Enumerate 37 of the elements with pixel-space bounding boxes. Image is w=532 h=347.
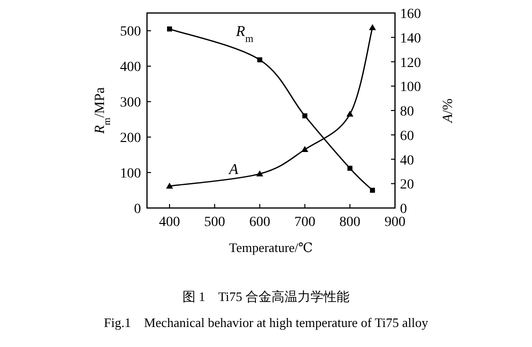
y-tick-label: 100	[120, 166, 141, 182]
y2-tick-label: 20	[400, 178, 414, 193]
point	[256, 170, 264, 176]
y2-tick-label: 60	[400, 128, 414, 144]
x-tick-label: 700	[294, 215, 316, 230]
point	[302, 113, 308, 118]
x-tick-label: 900	[384, 215, 406, 230]
point	[257, 57, 262, 62]
caption: 图 1 Ti75 合金高温力学性能	[182, 289, 350, 304]
y-tick-label: 200	[120, 131, 141, 146]
y2-axis-title: A/%	[441, 98, 456, 124]
point	[368, 24, 376, 30]
caption: Fig.1 Mechanical behavior at high temperature of Ti75 alloy	[104, 315, 429, 330]
x-axis-title: Temperature/℃	[229, 240, 313, 255]
series-label: R$_{m}$	[235, 24, 254, 44]
y-tick-label: 0	[134, 202, 141, 217]
y2-tick-label: 80	[400, 104, 414, 120]
point	[347, 166, 352, 171]
point	[370, 188, 375, 193]
y2-tick-label: 100	[400, 80, 421, 96]
y2-tick-label: 40	[400, 153, 414, 168]
y2-tick-label: 160	[400, 7, 421, 22]
y-tick-label: 400	[120, 60, 141, 76]
x-tick-label: 400	[159, 215, 180, 230]
y-tick-label: 500	[120, 24, 141, 40]
point	[346, 110, 354, 117]
y2-tick-label: 0	[400, 202, 407, 217]
x-tick-label: 600	[249, 215, 270, 230]
point	[301, 146, 308, 152]
y-tick-label: 300	[120, 96, 141, 111]
series-label: A	[228, 162, 240, 178]
point	[166, 182, 174, 189]
x-tick-label: 800	[339, 215, 360, 230]
point	[167, 26, 172, 32]
x-tick-label: 500	[204, 215, 226, 230]
y2-tick-label: 120	[400, 56, 421, 71]
y2-tick-label: 140	[400, 31, 421, 46]
